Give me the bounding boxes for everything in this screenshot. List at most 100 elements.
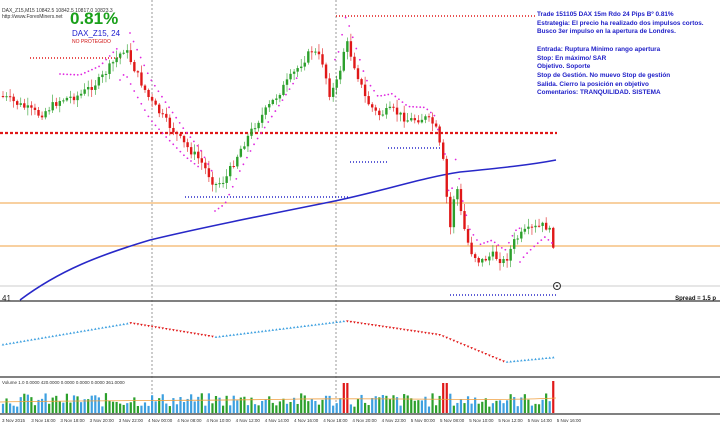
- candle-body: [250, 128, 253, 136]
- candle-body: [395, 107, 399, 115]
- sar-dot: [168, 106, 170, 109]
- volume-bar: [346, 383, 349, 413]
- sar-dot: [139, 56, 142, 59]
- indicator-arrow: [275, 328, 278, 331]
- candle-body: [211, 177, 214, 185]
- candle-body: [189, 147, 193, 155]
- indicator-arrow: [278, 327, 282, 331]
- sar-dot: [461, 200, 464, 202]
- sar-dot: [444, 153, 446, 155]
- volume-bar: [218, 397, 221, 413]
- trade-exit: Salida. Cierro la posición en objetivo: [537, 80, 649, 88]
- candle-body: [83, 89, 86, 94]
- indicator-arrow: [395, 327, 399, 330]
- sar-dot: [119, 79, 121, 81]
- indicator-arrow: [534, 357, 537, 361]
- sar-dot: [433, 114, 436, 117]
- indicator-arrow: [381, 325, 385, 328]
- candle-body: [5, 96, 8, 98]
- candle-body: [495, 251, 498, 260]
- indicator-arrow: [175, 329, 179, 332]
- volume-bar: [371, 398, 374, 413]
- indicator-arrow: [310, 323, 314, 327]
- sar-dot: [105, 58, 108, 61]
- candle-body: [197, 151, 200, 159]
- sar-dot: [405, 104, 407, 106]
- sar-dot: [196, 144, 199, 147]
- indicator-arrow: [349, 320, 353, 324]
- indicator-arrow: [172, 329, 175, 332]
- time-axis-label: 4 Nov 10:00: [206, 418, 231, 423]
- volume-bar: [129, 402, 132, 413]
- candle-body: [378, 110, 381, 116]
- volume-bar: [506, 400, 509, 413]
- indicator-arrow: [54, 334, 58, 337]
- volume-bar: [406, 395, 409, 413]
- volume-bar: [12, 405, 15, 413]
- volume-bar: [534, 403, 537, 413]
- candle-body: [466, 229, 470, 243]
- indicator-arrow: [456, 341, 459, 344]
- volume-bar: [37, 399, 40, 413]
- candle-body: [221, 182, 225, 184]
- volume-bar: [310, 398, 313, 413]
- sar-dot: [536, 242, 539, 245]
- candle-body: [246, 135, 250, 147]
- sar-dot: [437, 128, 439, 131]
- candle-body: [481, 258, 484, 263]
- sar-dot: [83, 71, 86, 74]
- sar-dot: [522, 256, 525, 259]
- candle-body: [310, 51, 314, 53]
- volume-bar: [438, 395, 441, 413]
- candle-body: [427, 116, 431, 118]
- indicator-arrow: [335, 320, 338, 324]
- indicator-arrow: [51, 334, 54, 338]
- candle-body: [520, 231, 523, 239]
- volume-bar: [48, 403, 51, 413]
- candle-body: [8, 96, 12, 98]
- sar-dot: [132, 40, 135, 43]
- candle-body: [118, 53, 122, 58]
- sar-dot: [447, 189, 450, 192]
- volume-bar: [143, 402, 147, 413]
- indicator-arrow: [44, 336, 47, 339]
- sar-dot: [398, 98, 400, 101]
- volume-bar: [9, 403, 12, 413]
- sar-dot: [151, 120, 153, 123]
- volume-bar: [182, 402, 186, 413]
- candle-body: [44, 111, 47, 118]
- indicator-arrow: [15, 340, 19, 344]
- volume-bar: [232, 395, 235, 413]
- indicator-arrow: [523, 358, 527, 362]
- sar-dot: [486, 240, 489, 243]
- volume-bar: [456, 402, 459, 413]
- indicator-arrow: [122, 322, 125, 326]
- volume-bar: [275, 405, 278, 413]
- indicator-arrow: [115, 324, 118, 327]
- sar-dot: [285, 93, 287, 96]
- volume-bar: [420, 400, 423, 413]
- volume-bar: [545, 393, 548, 413]
- indicator-arrow: [452, 339, 456, 342]
- indicator-arrow: [136, 323, 140, 326]
- indicator-arrow: [356, 321, 360, 325]
- candle-body: [239, 148, 243, 157]
- volume-bar: [69, 402, 72, 413]
- candle-body: [136, 71, 140, 73]
- sar-dot: [73, 73, 76, 76]
- sar-dot: [182, 127, 185, 129]
- volume-bar: [527, 399, 530, 413]
- sar-dot: [270, 115, 273, 118]
- volume-bar: [300, 393, 303, 413]
- sar-dot: [69, 73, 72, 76]
- volume-bar: [108, 400, 111, 413]
- candle-body: [214, 184, 218, 186]
- candle-body: [442, 142, 445, 159]
- sar-dot: [419, 106, 422, 109]
- indicator-arrow: [282, 327, 285, 330]
- candle-body: [204, 162, 207, 169]
- sar-dot: [256, 137, 259, 140]
- candle-body: [65, 97, 69, 101]
- volume-bars: [0, 381, 557, 413]
